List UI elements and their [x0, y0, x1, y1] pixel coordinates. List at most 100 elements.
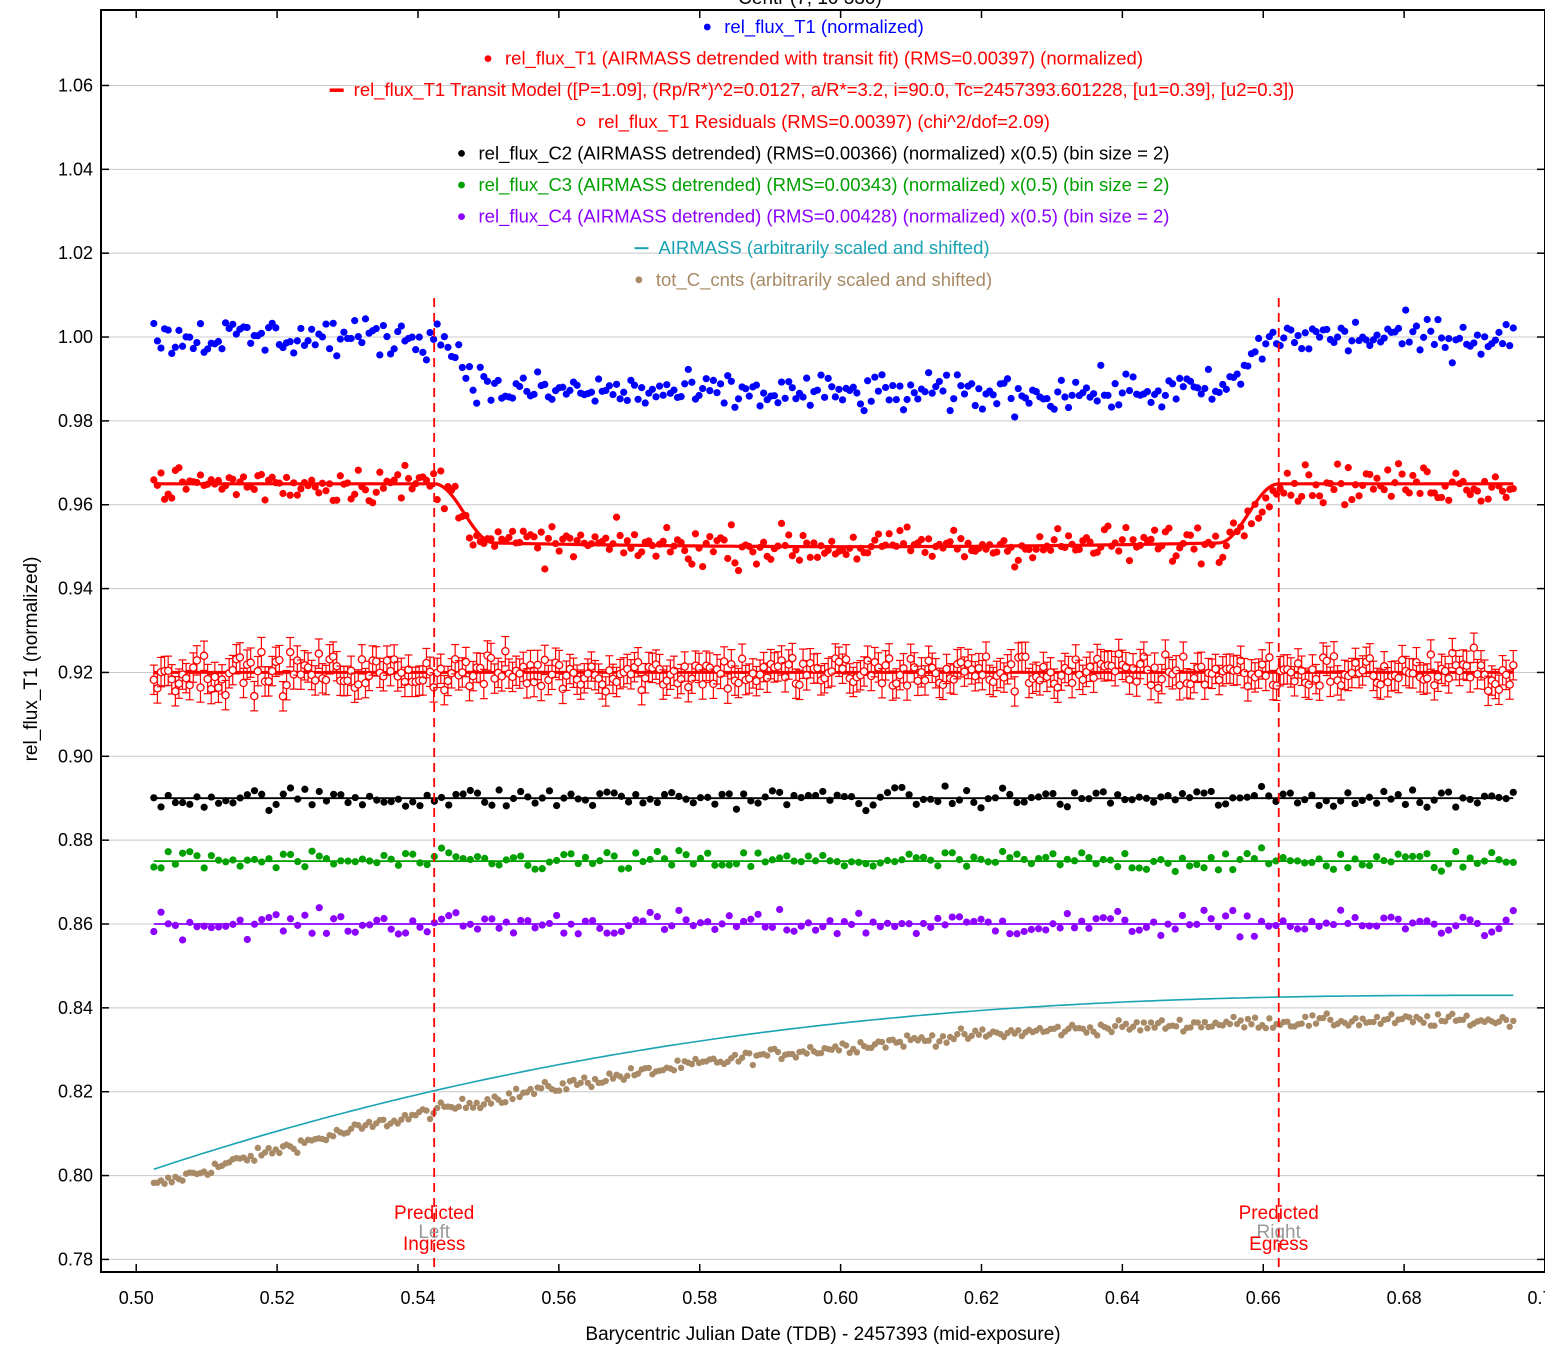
t1-raw-point: [153, 337, 162, 345]
t1-raw-point: [677, 393, 685, 401]
c3-point: [1394, 850, 1402, 858]
residual-point: [655, 664, 664, 674]
t1-detrended-point: [1452, 469, 1460, 477]
t1-detrended-point: [175, 464, 183, 472]
airmass-curve: [153, 994, 1514, 1171]
c2-point: [272, 800, 280, 809]
residual-point: [253, 666, 263, 676]
t1-raw-point: [168, 349, 176, 357]
tot-c-cnts-point: [896, 1038, 904, 1046]
c4-point: [1293, 925, 1302, 933]
residual-point: [533, 660, 542, 670]
residual-point: [1433, 672, 1443, 682]
residual-point: [1265, 653, 1274, 662]
c2-point: [833, 791, 841, 799]
t1-raw-point: [1003, 375, 1012, 383]
residual-point: [1466, 673, 1475, 682]
tot-c-cnts-point: [1115, 1017, 1122, 1024]
c2-point: [761, 793, 769, 801]
c4-point: [1106, 915, 1115, 923]
c3-point: [337, 857, 345, 865]
c3-point: [1106, 856, 1115, 864]
tot-c-cnts-series: [150, 1010, 1517, 1187]
c3-point: [171, 860, 180, 868]
residual-point: [913, 676, 923, 686]
t1-detrended-point: [1054, 525, 1062, 533]
tot-c-cnts-point: [1434, 1011, 1442, 1018]
residual-point: [1358, 666, 1367, 675]
y-tick-label: 1.00: [58, 327, 93, 347]
c3-point: [991, 858, 1000, 866]
tot-c-cnts-point: [1406, 1014, 1413, 1021]
t1-raw-point: [1333, 333, 1342, 341]
c4-point: [164, 920, 172, 928]
c3-point: [596, 857, 604, 865]
t1-detrended-point: [1319, 499, 1327, 507]
residual-point: [1315, 681, 1324, 690]
residual-point: [264, 677, 273, 686]
t1-detrended-point: [168, 494, 176, 502]
t1-detrended-point: [864, 549, 872, 557]
tot-c-cnts-point: [807, 1043, 814, 1051]
c4-point: [876, 923, 884, 931]
t1-raw-point: [186, 333, 194, 341]
t1-detrended-point: [577, 531, 585, 539]
residual-point: [1480, 670, 1489, 679]
tot-c-cnts-point: [764, 1052, 771, 1059]
t1-raw-point: [663, 381, 671, 389]
c4-point: [1409, 919, 1417, 927]
residual-point: [1143, 665, 1152, 675]
t1-detrended-point: [401, 461, 409, 470]
tot-c-cnts-point: [1198, 1024, 1205, 1031]
c3-point: [1186, 862, 1194, 870]
t1-raw-point: [652, 393, 660, 401]
t1-raw-point: [304, 337, 312, 345]
c4-point: [1207, 915, 1215, 923]
t1-raw-point: [1269, 328, 1277, 336]
c2-point: [869, 801, 877, 809]
t1-detrended-point: [605, 545, 613, 553]
t1-raw-point: [853, 389, 861, 397]
c2-point: [1409, 786, 1417, 794]
t1-detrended-point: [1473, 487, 1482, 495]
t1-detrended-point: [1258, 508, 1266, 516]
t1-detrended-point: [1240, 532, 1248, 540]
t1-raw-point: [688, 378, 696, 386]
c2-point: [171, 798, 180, 807]
residual-point: [906, 654, 915, 664]
tot-c-cnts-point: [900, 1043, 907, 1050]
c3-point: [581, 853, 590, 861]
t1-raw-point: [333, 352, 341, 360]
tot-c-cnts-point: [979, 1026, 986, 1033]
t1-detrended-point: [404, 474, 413, 483]
residual-point: [1078, 675, 1088, 685]
c3-point: [488, 860, 496, 868]
y-tick-label: 0.86: [58, 914, 93, 934]
t1-raw-point: [308, 325, 316, 333]
t1-detrended-point: [925, 535, 933, 543]
c3-point: [517, 852, 525, 860]
t1-raw-point: [896, 382, 904, 390]
c2-point: [840, 792, 848, 801]
c2-point: [1257, 782, 1266, 791]
t1-raw-point: [817, 371, 825, 379]
tot-c-cnts-point: [842, 1042, 850, 1049]
c3-point: [617, 865, 625, 873]
tot-c-cnts-point: [645, 1064, 653, 1072]
c2-point: [1056, 800, 1064, 808]
t1-raw-point: [684, 365, 692, 374]
c3-point: [553, 856, 561, 865]
t1-detrended-point: [1219, 553, 1227, 561]
c3-point: [1193, 860, 1201, 869]
tot-c-cnts-point: [577, 1079, 584, 1087]
c2-point: [322, 797, 331, 805]
legend-dot: [635, 276, 643, 284]
t1-raw-point: [1502, 321, 1510, 329]
c3-point: [912, 854, 920, 862]
c2-point: [1272, 797, 1280, 806]
t1-raw-point: [419, 348, 427, 356]
tot-c-cnts-point: [1237, 1017, 1244, 1024]
t1-raw-point: [785, 378, 793, 386]
c3-series: [150, 844, 1517, 876]
